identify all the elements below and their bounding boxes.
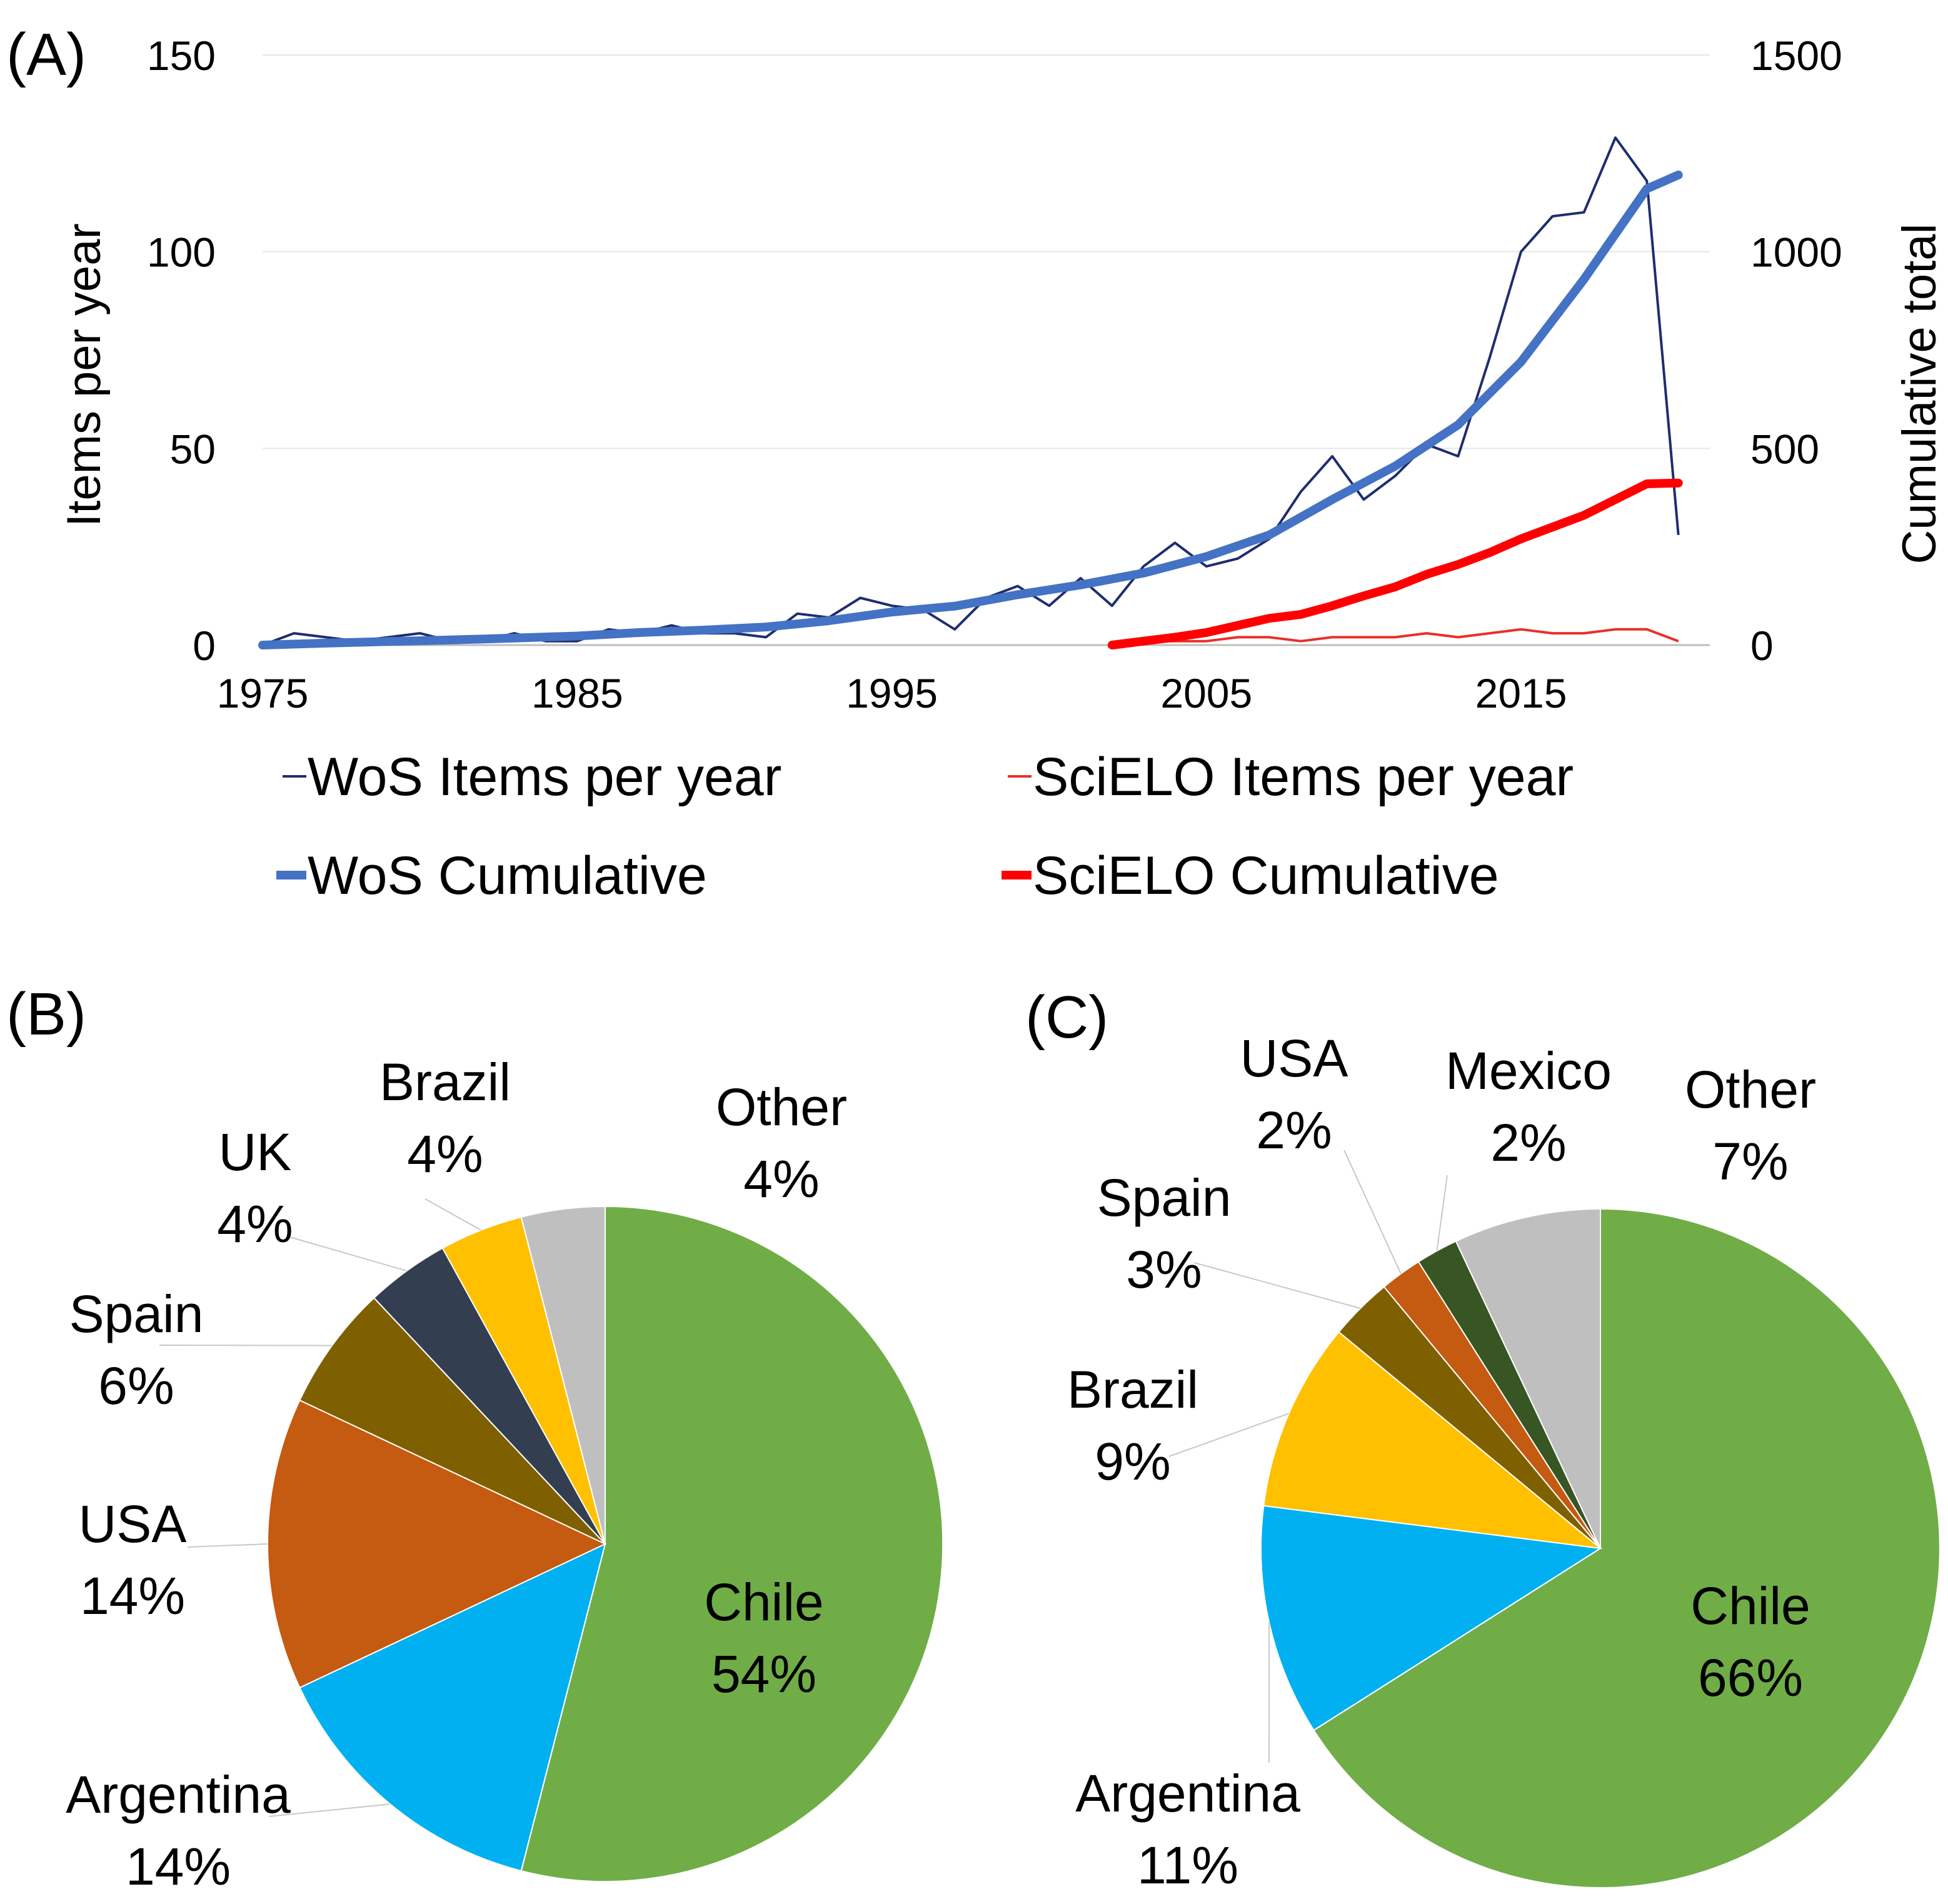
panel-b-label: (B)	[6, 981, 86, 1048]
leader-line	[1193, 1262, 1361, 1309]
y2-tick-label: 500	[1750, 426, 1819, 472]
y2-tick-label: 0	[1750, 623, 1774, 669]
pie-slice-other	[520, 1205, 606, 1545]
y2-tick-label: 1500	[1750, 33, 1842, 79]
series-line-scielo-items	[1112, 628, 1679, 646]
pie-label-name: Mexico	[1445, 1041, 1612, 1100]
panel-b-leader-lines	[159, 1198, 481, 1817]
pie-label-percent: 11%	[1137, 1836, 1238, 1895]
pie-label-name: Other	[1685, 1060, 1816, 1119]
pie-label-name: Argentina	[66, 1765, 291, 1824]
y2-tick-label: 1000	[1750, 229, 1842, 276]
pie-label-percent: 14%	[126, 1837, 231, 1896]
pie-label-percent: 2%	[1490, 1113, 1566, 1172]
panel-c-pie-chart: (C) Chile 66% Argentina 11% Brazil 9% Spain 3% U…	[1025, 984, 1940, 1895]
series-line-wos-items	[262, 136, 1680, 646]
y-tick-label: 50	[170, 426, 216, 472]
pie-label-percent: 3%	[1126, 1240, 1202, 1299]
panel-b-pie-chart: (B) Chile 54% Argentina 14% USA 14% Spain 6% UK 4…	[6, 981, 944, 1896]
pie-slice-spain	[299, 1296, 606, 1545]
legend-label-scielo-cumulative: SciELO Cumulative	[1033, 846, 1499, 906]
legend-label-scielo-items: SciELO Items per year	[1033, 747, 1574, 807]
x-tick-label: 2015	[1475, 670, 1567, 716]
panel-b-labels: Chile 54% Argentina 14% USA 14% Spain 6% UK 4% Bra…	[66, 1053, 847, 1896]
leader-line	[424, 1198, 481, 1231]
pie-label-name: USA	[1240, 1029, 1348, 1088]
y2-axis-title: Cumulative total	[1893, 224, 1946, 564]
pie-label-name: USA	[79, 1495, 187, 1553]
x-tick-label: 1975	[217, 670, 309, 716]
legend-label-wos-items: WoS Items per year	[308, 747, 781, 807]
pie-label-percent: 2%	[1256, 1101, 1332, 1160]
panel-c-label: (C)	[1025, 984, 1108, 1051]
x-tick-label: 1995	[846, 670, 938, 716]
pie-slice-chile	[520, 1205, 944, 1882]
pie-slice-chile	[1313, 1208, 1940, 1888]
leader-line	[1168, 1413, 1290, 1457]
leader-line	[159, 1345, 333, 1346]
panel-a-gridlines	[263, 54, 1710, 449]
pie-label-percent: 4%	[407, 1125, 483, 1183]
pie-label-percent: 14%	[80, 1566, 185, 1625]
pie-slice-argentina	[299, 1543, 606, 1872]
series-line-scielo-cumulative	[1107, 478, 1683, 649]
pie-slice-other	[1455, 1208, 1601, 1549]
pie-label-name: UK	[219, 1123, 292, 1181]
pie-label-percent: 7%	[1712, 1132, 1788, 1191]
y-tick-label: 150	[147, 33, 216, 79]
pie-label-name: Spain	[1097, 1168, 1232, 1227]
pie-label-name: Brazil	[379, 1053, 511, 1111]
panel-c-leader-lines	[1168, 1150, 1448, 1763]
pie-label-percent: 4%	[743, 1150, 819, 1208]
leader-line	[1343, 1150, 1402, 1275]
pie-label-percent: 9%	[1095, 1432, 1170, 1491]
pie-slice-usa	[267, 1399, 607, 1689]
pie-label-name: Brazil	[1067, 1360, 1198, 1419]
panel-a-line-chart: (A) 0 50 100 150 0 500 1000 1500 1975 19…	[6, 21, 1946, 906]
pie-label-name: Argentina	[1075, 1764, 1300, 1823]
leader-line	[287, 1236, 407, 1272]
series-line-wos-cumulative	[258, 170, 1683, 649]
panel-b-slices	[267, 1205, 944, 1882]
y-axis-title: Items per year	[58, 223, 111, 527]
x-tick-label: 2005	[1160, 670, 1252, 716]
panel-a-label: (A)	[6, 21, 86, 88]
pie-label-percent: 4%	[217, 1195, 293, 1253]
panel-c-labels: Chile 66% Argentina 11% Brazil 9% Spain 3% USA 2%…	[1067, 1029, 1816, 1895]
leader-line	[1436, 1175, 1448, 1251]
pie-label-percent: 54%	[711, 1645, 816, 1703]
y-tick-label: 0	[193, 623, 216, 669]
pie-label-percent: 66%	[1698, 1648, 1803, 1707]
legend-label-wos-cumulative: WoS Cumulative	[308, 846, 707, 906]
y-tick-label: 100	[147, 229, 216, 276]
panel-c-slices	[1260, 1208, 1940, 1888]
pie-label-name: Chile	[1690, 1576, 1810, 1635]
leader-line	[268, 1803, 390, 1817]
pie-label-name: Other	[716, 1078, 847, 1136]
leader-line	[187, 1543, 268, 1548]
x-tick-label: 1985	[531, 670, 623, 716]
pie-label-name: Chile	[704, 1573, 823, 1631]
panel-a-legend: WoS Items per year SciELO Items per year…	[276, 747, 1574, 906]
pie-label-percent: 6%	[98, 1356, 174, 1415]
pie-label-name: Spain	[69, 1285, 204, 1343]
pie-slice-argentina	[1260, 1505, 1602, 1731]
